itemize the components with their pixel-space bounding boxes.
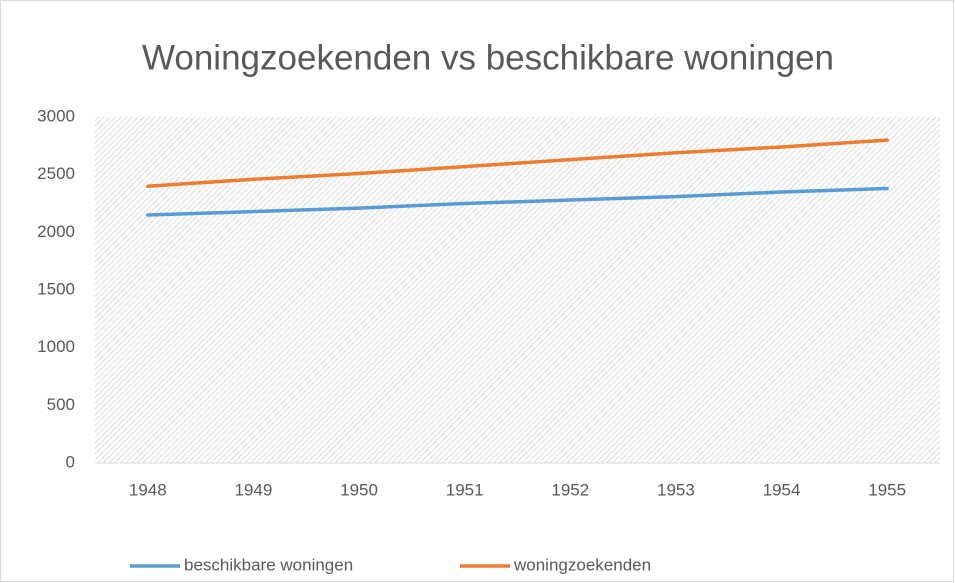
legend-label: beschikbare woningen	[184, 555, 353, 574]
x-tick-label: 1948	[129, 480, 167, 499]
legend-label: woningzoekenden	[513, 555, 651, 574]
y-tick-label: 500	[47, 395, 75, 414]
x-tick-label: 1949	[235, 480, 273, 499]
x-tick-label: 1952	[551, 480, 589, 499]
y-tick-label: 0	[66, 452, 75, 471]
y-tick-label: 3000	[37, 106, 75, 125]
chart-title: Woningzoekenden vs beschikbare woningen	[142, 38, 834, 77]
x-tick-label: 1955	[868, 480, 906, 499]
series-line	[146, 186, 889, 217]
y-tick-label: 2000	[37, 222, 75, 241]
y-tick-label: 2500	[37, 164, 75, 183]
plot-area	[95, 117, 940, 463]
x-tick-label: 1951	[446, 480, 484, 499]
x-tick-label: 1950	[340, 480, 378, 499]
y-tick-label: 1000	[37, 337, 75, 356]
x-tick-label: 1953	[657, 480, 695, 499]
series-line	[146, 138, 889, 188]
y-tick-label: 1500	[37, 279, 75, 298]
x-tick-label: 1954	[763, 480, 801, 499]
